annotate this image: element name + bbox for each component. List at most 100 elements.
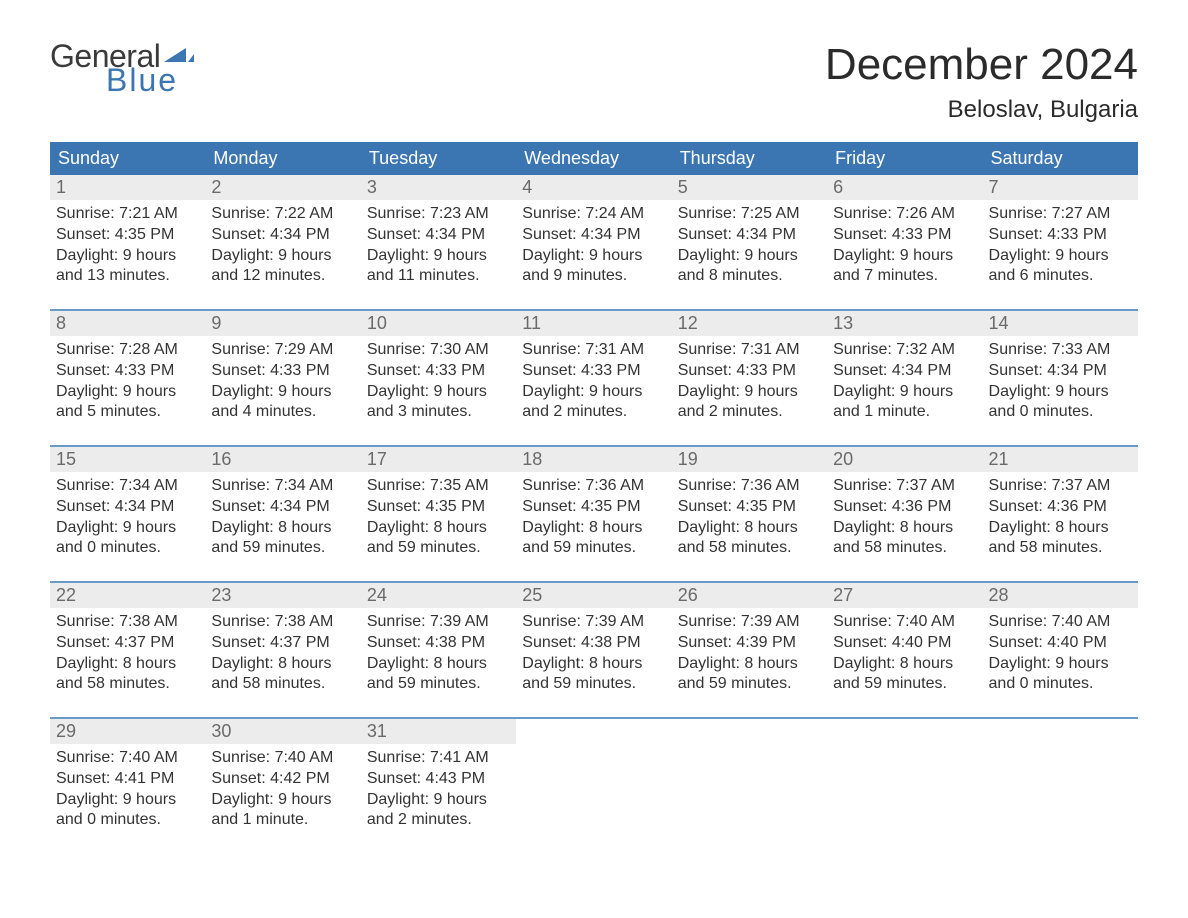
daylight-line-2: and 1 minute. bbox=[211, 810, 354, 831]
daylight-line-1: Daylight: 9 hours bbox=[833, 382, 976, 403]
daylight-line-2: and 6 minutes. bbox=[989, 266, 1132, 287]
sunrise-line: Sunrise: 7:39 AM bbox=[367, 612, 510, 633]
empty-day-cell bbox=[672, 719, 827, 839]
day-cell: 24Sunrise: 7:39 AMSunset: 4:38 PMDayligh… bbox=[361, 583, 516, 703]
daylight-line-1: Daylight: 9 hours bbox=[56, 246, 199, 267]
day-cell: 13Sunrise: 7:32 AMSunset: 4:34 PMDayligh… bbox=[827, 311, 982, 431]
weekday-header: Wednesday bbox=[516, 142, 671, 175]
day-body: Sunrise: 7:28 AMSunset: 4:33 PMDaylight:… bbox=[50, 336, 205, 429]
day-body: Sunrise: 7:36 AMSunset: 4:35 PMDaylight:… bbox=[672, 472, 827, 565]
empty-day-cell bbox=[827, 719, 982, 839]
daylight-line-1: Daylight: 8 hours bbox=[833, 654, 976, 675]
day-cell: 4Sunrise: 7:24 AMSunset: 4:34 PMDaylight… bbox=[516, 175, 671, 295]
sunset-line: Sunset: 4:36 PM bbox=[989, 497, 1132, 518]
sunrise-line: Sunrise: 7:31 AM bbox=[678, 340, 821, 361]
daylight-line-2: and 7 minutes. bbox=[833, 266, 976, 287]
calendar-week: 1Sunrise: 7:21 AMSunset: 4:35 PMDaylight… bbox=[50, 175, 1138, 295]
day-body: Sunrise: 7:37 AMSunset: 4:36 PMDaylight:… bbox=[983, 472, 1138, 565]
daylight-line-1: Daylight: 8 hours bbox=[678, 654, 821, 675]
daylight-line-1: Daylight: 9 hours bbox=[211, 790, 354, 811]
sunrise-line: Sunrise: 7:24 AM bbox=[522, 204, 665, 225]
sunrise-line: Sunrise: 7:40 AM bbox=[56, 748, 199, 769]
empty-day-cell bbox=[983, 719, 1138, 839]
daylight-line-2: and 5 minutes. bbox=[56, 402, 199, 423]
day-number: 2 bbox=[205, 175, 360, 200]
day-cell: 22Sunrise: 7:38 AMSunset: 4:37 PMDayligh… bbox=[50, 583, 205, 703]
day-cell: 11Sunrise: 7:31 AMSunset: 4:33 PMDayligh… bbox=[516, 311, 671, 431]
sunset-line: Sunset: 4:38 PM bbox=[367, 633, 510, 654]
daylight-line-1: Daylight: 9 hours bbox=[367, 382, 510, 403]
title-block: December 2024 Beloslav, Bulgaria bbox=[825, 40, 1138, 124]
calendar-grid: SundayMondayTuesdayWednesdayThursdayFrid… bbox=[50, 142, 1138, 839]
day-cell: 2Sunrise: 7:22 AMSunset: 4:34 PMDaylight… bbox=[205, 175, 360, 295]
sunset-line: Sunset: 4:35 PM bbox=[522, 497, 665, 518]
day-number: 6 bbox=[827, 175, 982, 200]
sunset-line: Sunset: 4:41 PM bbox=[56, 769, 199, 790]
sunset-line: Sunset: 4:37 PM bbox=[56, 633, 199, 654]
day-body: Sunrise: 7:40 AMSunset: 4:42 PMDaylight:… bbox=[205, 744, 360, 837]
day-cell: 16Sunrise: 7:34 AMSunset: 4:34 PMDayligh… bbox=[205, 447, 360, 567]
daylight-line-2: and 4 minutes. bbox=[211, 402, 354, 423]
day-body: Sunrise: 7:38 AMSunset: 4:37 PMDaylight:… bbox=[205, 608, 360, 701]
day-cell: 23Sunrise: 7:38 AMSunset: 4:37 PMDayligh… bbox=[205, 583, 360, 703]
day-cell: 20Sunrise: 7:37 AMSunset: 4:36 PMDayligh… bbox=[827, 447, 982, 567]
day-number: 18 bbox=[516, 447, 671, 472]
day-cell: 12Sunrise: 7:31 AMSunset: 4:33 PMDayligh… bbox=[672, 311, 827, 431]
sunrise-line: Sunrise: 7:32 AM bbox=[833, 340, 976, 361]
day-body: Sunrise: 7:33 AMSunset: 4:34 PMDaylight:… bbox=[983, 336, 1138, 429]
sunset-line: Sunset: 4:33 PM bbox=[56, 361, 199, 382]
daylight-line-1: Daylight: 9 hours bbox=[678, 246, 821, 267]
sunset-line: Sunset: 4:33 PM bbox=[678, 361, 821, 382]
daylight-line-2: and 59 minutes. bbox=[678, 674, 821, 695]
day-number: 30 bbox=[205, 719, 360, 744]
daylight-line-1: Daylight: 9 hours bbox=[833, 246, 976, 267]
day-cell: 14Sunrise: 7:33 AMSunset: 4:34 PMDayligh… bbox=[983, 311, 1138, 431]
daylight-line-1: Daylight: 8 hours bbox=[56, 654, 199, 675]
weekday-header: Saturday bbox=[983, 142, 1138, 175]
sunrise-line: Sunrise: 7:31 AM bbox=[522, 340, 665, 361]
sunset-line: Sunset: 4:40 PM bbox=[833, 633, 976, 654]
sunset-line: Sunset: 4:33 PM bbox=[989, 225, 1132, 246]
sunrise-line: Sunrise: 7:40 AM bbox=[833, 612, 976, 633]
sunrise-line: Sunrise: 7:41 AM bbox=[367, 748, 510, 769]
sunrise-line: Sunrise: 7:40 AM bbox=[989, 612, 1132, 633]
day-number: 10 bbox=[361, 311, 516, 336]
day-cell: 26Sunrise: 7:39 AMSunset: 4:39 PMDayligh… bbox=[672, 583, 827, 703]
sunrise-line: Sunrise: 7:30 AM bbox=[367, 340, 510, 361]
sunrise-line: Sunrise: 7:38 AM bbox=[56, 612, 199, 633]
daylight-line-2: and 59 minutes. bbox=[367, 674, 510, 695]
sunrise-line: Sunrise: 7:36 AM bbox=[678, 476, 821, 497]
sunset-line: Sunset: 4:34 PM bbox=[522, 225, 665, 246]
daylight-line-2: and 59 minutes. bbox=[211, 538, 354, 559]
daylight-line-2: and 2 minutes. bbox=[678, 402, 821, 423]
sunset-line: Sunset: 4:35 PM bbox=[367, 497, 510, 518]
daylight-line-2: and 58 minutes. bbox=[56, 674, 199, 695]
day-number: 13 bbox=[827, 311, 982, 336]
brand-logo: General Blue bbox=[50, 40, 194, 96]
day-body: Sunrise: 7:39 AMSunset: 4:39 PMDaylight:… bbox=[672, 608, 827, 701]
sunrise-line: Sunrise: 7:39 AM bbox=[678, 612, 821, 633]
day-body: Sunrise: 7:22 AMSunset: 4:34 PMDaylight:… bbox=[205, 200, 360, 293]
daylight-line-1: Daylight: 8 hours bbox=[211, 654, 354, 675]
day-number: 15 bbox=[50, 447, 205, 472]
sunset-line: Sunset: 4:33 PM bbox=[367, 361, 510, 382]
day-cell: 6Sunrise: 7:26 AMSunset: 4:33 PMDaylight… bbox=[827, 175, 982, 295]
day-number: 3 bbox=[361, 175, 516, 200]
weekday-header: Sunday bbox=[50, 142, 205, 175]
daylight-line-1: Daylight: 9 hours bbox=[989, 246, 1132, 267]
daylight-line-1: Daylight: 9 hours bbox=[367, 246, 510, 267]
weekday-header: Monday bbox=[205, 142, 360, 175]
sunset-line: Sunset: 4:36 PM bbox=[833, 497, 976, 518]
sunrise-line: Sunrise: 7:34 AM bbox=[56, 476, 199, 497]
sunset-line: Sunset: 4:43 PM bbox=[367, 769, 510, 790]
sunset-line: Sunset: 4:35 PM bbox=[678, 497, 821, 518]
day-number: 9 bbox=[205, 311, 360, 336]
day-number: 21 bbox=[983, 447, 1138, 472]
day-cell: 18Sunrise: 7:36 AMSunset: 4:35 PMDayligh… bbox=[516, 447, 671, 567]
calendar-week: 8Sunrise: 7:28 AMSunset: 4:33 PMDaylight… bbox=[50, 309, 1138, 431]
day-number: 31 bbox=[361, 719, 516, 744]
day-cell: 9Sunrise: 7:29 AMSunset: 4:33 PMDaylight… bbox=[205, 311, 360, 431]
sunset-line: Sunset: 4:38 PM bbox=[522, 633, 665, 654]
day-body: Sunrise: 7:27 AMSunset: 4:33 PMDaylight:… bbox=[983, 200, 1138, 293]
day-number: 11 bbox=[516, 311, 671, 336]
